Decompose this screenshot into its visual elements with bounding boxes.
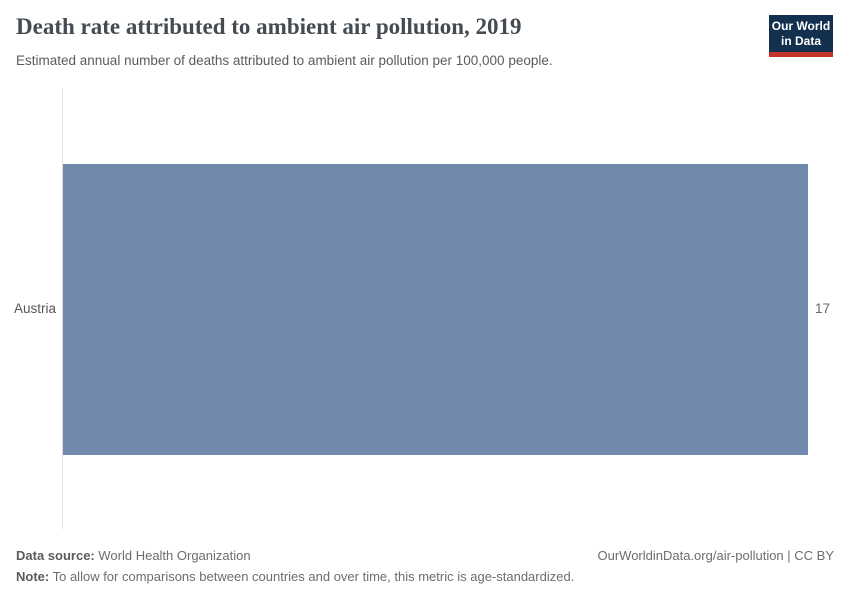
bar-austria[interactable] bbox=[63, 164, 808, 455]
credit-link[interactable]: OurWorldinData.org/air-pollution | CC BY bbox=[597, 548, 834, 563]
owid-logo-red-bar bbox=[769, 52, 833, 57]
data-source-label: Data source: bbox=[16, 548, 95, 563]
y-axis-line bbox=[62, 88, 63, 529]
data-source-value: World Health Organization bbox=[98, 548, 251, 563]
bar-value-label: 17 bbox=[815, 301, 831, 316]
bar-track bbox=[63, 164, 808, 455]
note-label: Note: bbox=[16, 569, 50, 585]
plot-area: Austria 17 bbox=[0, 88, 850, 529]
entity-label-austria: Austria bbox=[13, 301, 56, 316]
owid-logo[interactable]: Our World in Data bbox=[769, 15, 833, 57]
data-source-line: Data source: World Health Organization bbox=[16, 548, 251, 564]
note-text: To allow for comparisons between countri… bbox=[52, 569, 575, 585]
chart-footer: Data source: World Health Organization O… bbox=[16, 548, 834, 586]
chart-subtitle: Estimated annual number of deaths attrib… bbox=[16, 53, 553, 68]
note-line: Note: To allow for comparisons between c… bbox=[16, 569, 834, 585]
owid-logo-line1: Our World bbox=[771, 19, 831, 33]
chart-title: Death rate attributed to ambient air pol… bbox=[16, 14, 522, 39]
owid-logo-box: Our World in Data bbox=[769, 15, 833, 52]
owid-logo-line2: in Data bbox=[780, 34, 821, 48]
